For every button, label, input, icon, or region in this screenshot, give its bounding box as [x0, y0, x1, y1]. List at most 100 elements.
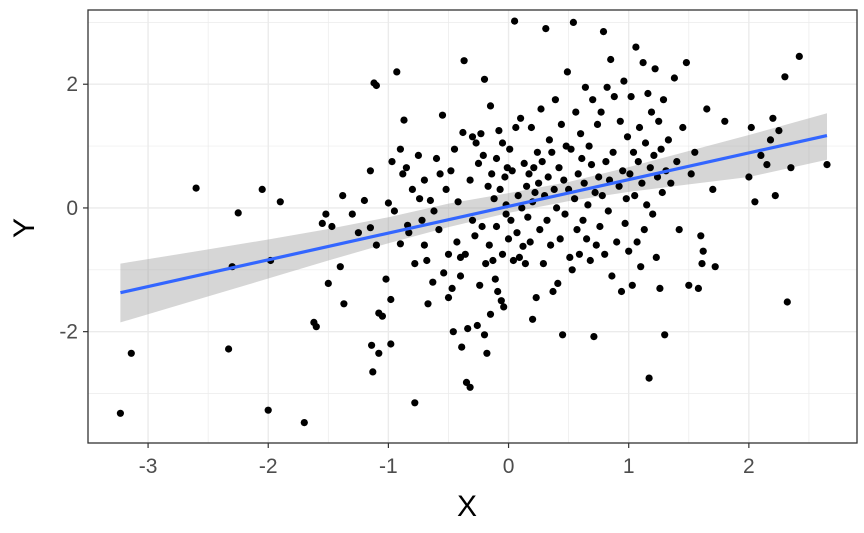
data-point — [382, 275, 390, 283]
data-point — [655, 117, 663, 125]
x-tick-label: -1 — [379, 455, 398, 478]
data-point — [604, 207, 612, 215]
data-point — [390, 207, 398, 215]
data-point — [682, 59, 691, 67]
data-point — [568, 266, 576, 274]
data-point — [574, 170, 582, 178]
data-point — [561, 210, 569, 218]
data-point — [340, 300, 348, 308]
data-point — [583, 235, 591, 243]
data-point — [500, 303, 508, 311]
data-point — [444, 294, 453, 302]
data-point — [484, 182, 492, 190]
y-axis: -2 0 2 — [59, 73, 88, 344]
data-point — [751, 198, 759, 206]
x-axis: -3 -2 -1 0 1 2 — [139, 443, 755, 478]
data-point — [506, 145, 514, 153]
data-point — [501, 173, 509, 181]
data-point — [537, 105, 545, 113]
data-point — [372, 81, 380, 90]
data-point — [430, 207, 438, 215]
data-point — [478, 222, 486, 231]
data-point — [418, 216, 426, 224]
data-point — [492, 222, 501, 231]
data-point — [408, 185, 416, 193]
data-point — [745, 173, 753, 181]
data-point — [679, 123, 687, 132]
x-tick-label: -3 — [139, 455, 158, 478]
data-point — [632, 43, 640, 51]
data-point — [823, 161, 831, 169]
data-point — [599, 28, 608, 36]
data-point — [498, 139, 507, 147]
data-point — [597, 108, 605, 116]
data-point — [488, 170, 496, 178]
data-point — [538, 158, 546, 166]
data-point — [598, 192, 606, 200]
data-point — [711, 263, 719, 271]
data-point — [369, 368, 377, 376]
data-point — [703, 105, 711, 113]
x-tick-label: 1 — [623, 455, 635, 478]
data-point — [525, 170, 533, 178]
data-point — [641, 139, 650, 147]
data-point — [495, 127, 503, 135]
data-point — [384, 199, 392, 207]
data-point — [468, 133, 477, 141]
data-point — [556, 235, 564, 243]
data-point — [697, 232, 705, 240]
data-point — [339, 192, 347, 200]
data-point — [460, 57, 468, 65]
data-point — [436, 170, 444, 178]
data-point — [572, 108, 580, 116]
data-point — [548, 148, 556, 156]
data-point — [494, 287, 502, 296]
data-point — [402, 164, 410, 172]
data-point — [634, 158, 642, 166]
data-point — [795, 52, 803, 61]
y-axis-title: Y — [8, 218, 41, 238]
data-point — [521, 260, 530, 268]
data-point — [550, 185, 558, 193]
data-point — [619, 167, 627, 175]
data-point — [625, 247, 633, 255]
data-point — [769, 114, 777, 122]
data-point — [514, 192, 522, 200]
data-point — [709, 185, 717, 193]
data-point — [234, 209, 242, 217]
data-point — [637, 263, 645, 271]
data-point — [492, 154, 501, 163]
data-point — [647, 108, 656, 116]
y-tick-label: -2 — [59, 321, 78, 344]
data-point — [593, 120, 602, 128]
data-point — [670, 74, 679, 82]
data-point — [533, 148, 542, 156]
data-point — [559, 331, 567, 339]
data-point — [536, 226, 544, 234]
data-point — [450, 145, 459, 153]
data-point — [787, 164, 795, 172]
data-point — [535, 179, 543, 187]
data-point — [616, 117, 624, 125]
data-point — [396, 145, 404, 153]
data-point — [567, 145, 575, 153]
data-point — [449, 328, 457, 336]
data-point — [649, 210, 657, 218]
y-tick-label: 0 — [66, 197, 78, 220]
data-point — [300, 419, 308, 427]
data-point — [595, 173, 603, 181]
data-point — [529, 315, 537, 323]
y-tick-label: 2 — [66, 73, 78, 96]
data-point — [480, 75, 489, 83]
data-point — [539, 260, 548, 268]
data-point — [631, 192, 639, 200]
data-point — [781, 73, 789, 81]
data-point — [721, 117, 729, 125]
data-point — [405, 229, 413, 237]
data-point — [602, 158, 610, 166]
data-point — [610, 93, 618, 101]
data-point — [766, 136, 775, 144]
data-point — [757, 151, 765, 159]
data-point — [490, 195, 498, 203]
data-point — [656, 284, 664, 292]
